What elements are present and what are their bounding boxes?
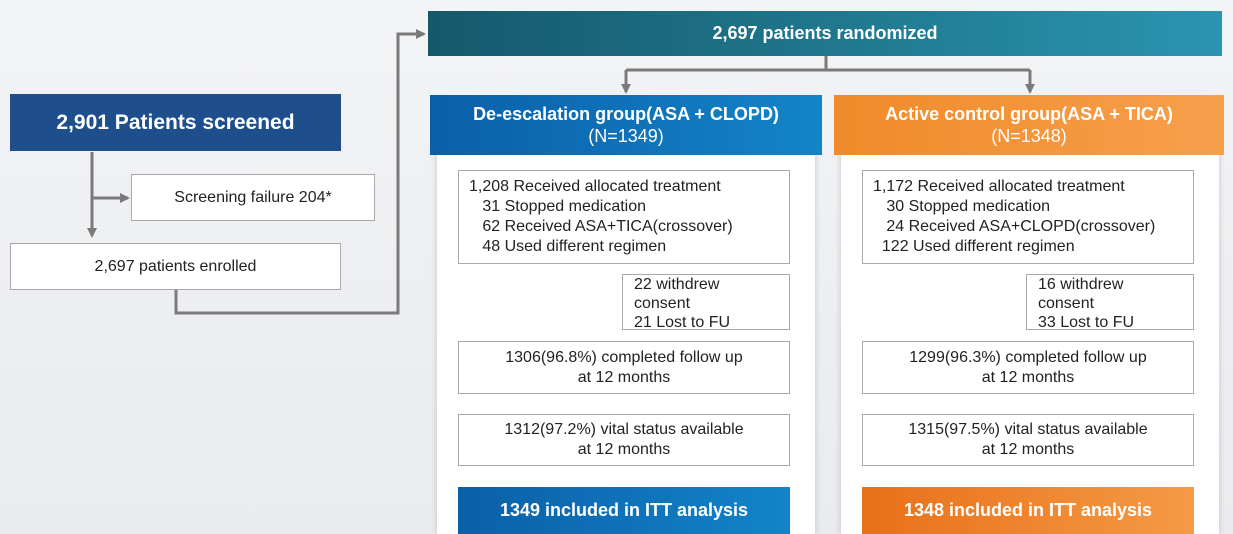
right-treatment-line: 30 Stopped medication <box>873 198 1051 215</box>
left-withdrawn-box: 22 withdrew consent 21 Lost to FU <box>622 274 790 331</box>
screened-label: 2,901 Patients screened <box>56 110 295 134</box>
right-followup-line: at 12 months <box>981 368 1075 386</box>
left-withdrawn-line: 21 Lost to FU <box>634 314 731 331</box>
left-group-n: (N=1349) <box>588 126 664 146</box>
right-withdrawn-line: consent <box>1038 295 1095 312</box>
left-vital-line: 1312(97.2%) vital status available <box>504 421 744 438</box>
right-withdrawn-box: 16 withdrew consent 33 Lost to FU <box>1026 274 1194 331</box>
left-followup-line: 1306(96.8%) completed follow up <box>505 348 743 366</box>
screened-box: 2,901 Patients screened <box>10 94 341 151</box>
left-treatment-line: 1,208 Received allocated treatment <box>469 178 721 195</box>
left-followup-line: at 12 months <box>577 368 671 386</box>
right-group-title: Active control group(ASA + TICA) <box>885 104 1173 124</box>
left-treatment-line: 31 Stopped medication <box>469 198 647 215</box>
left-group-title: De-escalation group(ASA + CLOPD) <box>473 104 779 124</box>
left-withdrawn-line: 22 withdrew <box>634 276 720 293</box>
arrow-enrolled-to-randomized <box>174 29 426 315</box>
right-vital-box: 1315(97.5%) vital status available at 12… <box>862 414 1194 466</box>
left-followup-box: 1306(96.8%) completed follow up at 12 mo… <box>458 341 790 394</box>
right-followup-box: 1299(96.3%) completed follow up at 12 mo… <box>862 341 1194 394</box>
left-itt-label: 1349 included in ITT analysis <box>499 500 749 520</box>
randomized-label: 2,697 patients randomized <box>712 23 938 43</box>
screening-failure-label: Screening failure 204* <box>174 188 332 206</box>
right-itt-label: 1348 included in ITT analysis <box>903 500 1153 520</box>
right-treatment-line: 122 Used different regimen <box>873 238 1075 255</box>
left-group-header: De-escalation group(ASA + CLOPD) (N=1349… <box>430 95 822 155</box>
left-treatment-line: 48 Used different regimen <box>469 238 667 255</box>
screening-failure-box: Screening failure 204* <box>131 174 375 221</box>
right-vital-line: 1315(97.5%) vital status available <box>908 421 1148 438</box>
left-itt-box: 1349 included in ITT analysis <box>458 487 790 534</box>
right-treatment-box: 1,172 Received allocated treatment 30 St… <box>862 170 1194 264</box>
right-itt-box: 1348 included in ITT analysis <box>862 487 1194 534</box>
right-vital-line: at 12 months <box>981 441 1075 458</box>
right-treatment-line: 1,172 Received allocated treatment <box>873 178 1125 195</box>
left-treatment-line: 62 Received ASA+TICA(crossover) <box>469 218 733 235</box>
right-treatment-line: 24 Received ASA+CLOPD(crossover) <box>873 218 1156 235</box>
right-followup-line: 1299(96.3%) completed follow up <box>909 348 1147 366</box>
left-treatment-box: 1,208 Received allocated treatment 31 St… <box>458 170 790 264</box>
enrolled-label: 2,697 patients enrolled <box>94 257 257 275</box>
enrolled-box: 2,697 patients enrolled <box>10 243 341 290</box>
left-withdrawn-line: consent <box>634 295 691 312</box>
right-withdrawn-line: 33 Lost to FU <box>1038 314 1135 331</box>
left-vital-box: 1312(97.2%) vital status available at 12… <box>458 414 790 466</box>
randomized-bar: 2,697 patients randomized <box>428 11 1222 56</box>
left-vital-line: at 12 months <box>577 441 671 458</box>
right-group-n: (N=1348) <box>991 126 1067 146</box>
right-withdrawn-line: 16 withdrew <box>1038 276 1124 293</box>
right-group-header: Active control group(ASA + TICA) (N=1348… <box>834 95 1224 155</box>
